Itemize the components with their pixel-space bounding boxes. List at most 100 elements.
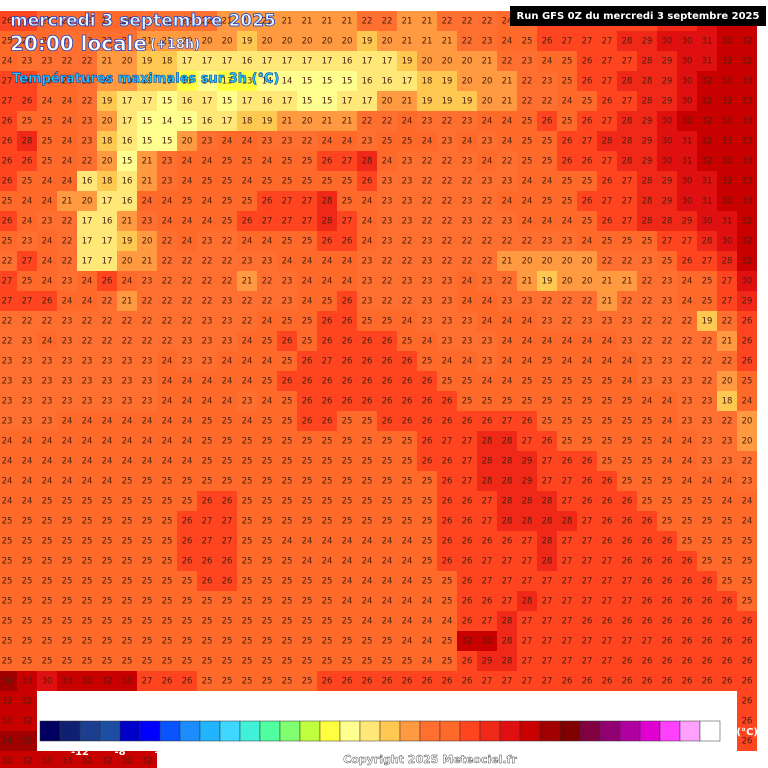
temperature-value: 26 bbox=[702, 597, 713, 607]
temperature-value: 25 bbox=[622, 237, 633, 247]
temperature-value: 23 bbox=[542, 77, 553, 87]
temperature-value: 15 bbox=[222, 97, 233, 107]
temperature-value: 26 bbox=[322, 677, 333, 687]
temperature-cell bbox=[117, 211, 137, 231]
temperature-value: 20 bbox=[522, 257, 533, 267]
temperature-cell bbox=[217, 111, 237, 131]
temperature-value: 23 bbox=[2, 357, 13, 367]
temperature-cell bbox=[257, 131, 277, 151]
temperature-value: 26 bbox=[642, 617, 653, 627]
temperature-cell bbox=[377, 191, 397, 211]
temperature-value: 17 bbox=[402, 77, 413, 87]
temperature-value: 24 bbox=[182, 237, 193, 247]
temperature-value: 32 bbox=[702, 97, 713, 107]
temperature-value: 19 bbox=[102, 97, 113, 107]
scale-cell bbox=[139, 720, 161, 742]
temperature-value: 26 bbox=[622, 517, 633, 527]
temperature-value: 25 bbox=[342, 177, 353, 187]
temperature-cell bbox=[657, 51, 677, 71]
temperature-value: 25 bbox=[42, 597, 53, 607]
temperature-value: 28 bbox=[522, 597, 533, 607]
temperature-cell bbox=[177, 71, 197, 91]
temperature-value: 25 bbox=[222, 477, 233, 487]
temperature-value: 24 bbox=[162, 417, 173, 427]
temperature-value: 26 bbox=[422, 677, 433, 687]
temperature-value: 25 bbox=[102, 497, 113, 507]
temperature-cell bbox=[517, 191, 537, 211]
temperature-value: 24 bbox=[62, 97, 73, 107]
temperature-value: 26 bbox=[382, 397, 393, 407]
temperature-value: 22 bbox=[82, 97, 93, 107]
temperature-cell bbox=[517, 131, 537, 151]
run-info: Run GFS 0Z du mercredi 3 septembre 2025 bbox=[517, 11, 760, 22]
temperature-value: 22 bbox=[542, 97, 553, 107]
temperature-value: 23 bbox=[482, 177, 493, 187]
scale-label: 40 bbox=[593, 747, 607, 758]
temperature-value: 25 bbox=[282, 657, 293, 667]
temperature-value: 25 bbox=[702, 297, 713, 307]
temperature-value: 25 bbox=[2, 237, 13, 247]
temperature-value: 23 bbox=[62, 337, 73, 347]
temperature-value: 24 bbox=[302, 297, 313, 307]
temperature-value: 26 bbox=[662, 617, 673, 627]
temperature-value: 22 bbox=[242, 297, 253, 307]
temperature-value: 23 bbox=[582, 317, 593, 327]
temperature-cell bbox=[557, 31, 577, 51]
temperature-cell bbox=[57, 171, 77, 191]
temperature-cell bbox=[737, 171, 757, 191]
temperature-value: 24 bbox=[502, 357, 513, 367]
temperature-value: 20 bbox=[342, 37, 353, 47]
temperature-value: 32 bbox=[702, 117, 713, 127]
scale-cell bbox=[59, 720, 81, 742]
temperature-value: 20 bbox=[122, 57, 133, 67]
temperature-cell bbox=[217, 211, 237, 231]
temperature-value: 17 bbox=[102, 257, 113, 267]
temperature-value: 28 bbox=[642, 197, 653, 207]
temperature-value: 26 bbox=[582, 57, 593, 67]
temperature-value: 26 bbox=[642, 537, 653, 547]
temperature-value: 25 bbox=[702, 497, 713, 507]
temperature-cell bbox=[417, 111, 437, 131]
temperature-value: 24 bbox=[462, 137, 473, 147]
temperature-cell bbox=[717, 111, 737, 131]
temperature-value: 26 bbox=[302, 397, 313, 407]
temperature-value: 26 bbox=[542, 437, 553, 447]
temperature-value: 23 bbox=[362, 137, 373, 147]
temperature-value: 25 bbox=[302, 637, 313, 647]
temperature-value: 26 bbox=[742, 677, 753, 687]
temperature-value: 26 bbox=[362, 357, 373, 367]
temperature-cell bbox=[617, 91, 637, 111]
temperature-cell bbox=[237, 151, 257, 171]
temperature-value: 23 bbox=[662, 297, 673, 307]
temperature-value: 16 bbox=[122, 197, 133, 207]
temperature-value: 25 bbox=[542, 137, 553, 147]
temperature-value: 26 bbox=[702, 617, 713, 627]
temperature-value: 17 bbox=[282, 97, 293, 107]
temperature-value: 24 bbox=[102, 437, 113, 447]
temperature-value: 27 bbox=[482, 557, 493, 567]
temperature-value: 32 bbox=[722, 57, 733, 67]
temperature-value: 27 bbox=[222, 537, 233, 547]
temperature-value: 26 bbox=[442, 397, 453, 407]
temperature-value: 25 bbox=[282, 417, 293, 427]
temperature-cell bbox=[537, 71, 557, 91]
temperature-value: 25 bbox=[322, 497, 333, 507]
temperature-value: 25 bbox=[162, 597, 173, 607]
temperature-value: 26 bbox=[322, 337, 333, 347]
temperature-cell bbox=[617, 111, 637, 131]
temperature-value: 26 bbox=[442, 497, 453, 507]
temperature-value: 24 bbox=[622, 377, 633, 387]
temperature-value: 23 bbox=[2, 397, 13, 407]
temperature-cell bbox=[737, 31, 757, 51]
temperature-value: 33 bbox=[742, 137, 753, 147]
temperature-value: 23 bbox=[382, 217, 393, 227]
temperature-value: 27 bbox=[522, 577, 533, 587]
temperature-value: 28 bbox=[522, 497, 533, 507]
temperature-cell bbox=[37, 11, 57, 31]
temperature-cell bbox=[277, 231, 297, 251]
temperature-value: 24 bbox=[62, 297, 73, 307]
temperature-cell bbox=[97, 111, 117, 131]
temperature-value: 25 bbox=[302, 517, 313, 527]
temperature-value: 28 bbox=[482, 437, 493, 447]
temperature-cell bbox=[497, 71, 517, 91]
